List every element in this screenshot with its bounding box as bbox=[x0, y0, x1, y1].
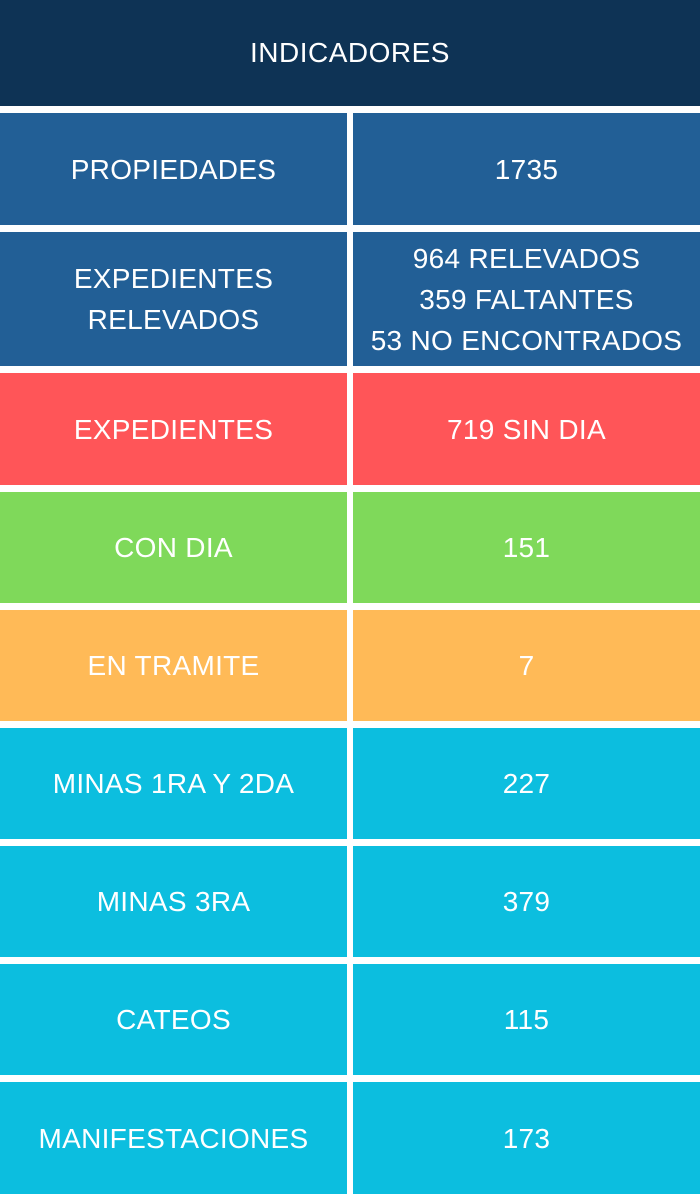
row-label-minas-1ra-2da: MINAS 1RA Y 2DA bbox=[0, 728, 347, 839]
table-header: INDICADORES bbox=[0, 0, 700, 106]
value-text: 379 bbox=[502, 886, 551, 917]
value-text: 227 bbox=[502, 768, 551, 799]
value-line: 359 FALTANTES bbox=[419, 283, 634, 315]
page-title: INDICADORES bbox=[250, 37, 450, 68]
label-text: CON DIA bbox=[114, 532, 233, 563]
label-text: MANIFESTACIONES bbox=[38, 1122, 309, 1154]
row-label-propiedades: PROPIEDADES bbox=[0, 113, 347, 225]
value-text: 115 bbox=[503, 1004, 550, 1035]
value-line: 53 NO ENCONTRADOS bbox=[370, 324, 683, 356]
value-text: 1735 bbox=[494, 153, 559, 185]
label-line: EXPEDIENTES bbox=[73, 263, 274, 294]
label-line: RELEVADOS bbox=[87, 304, 260, 335]
row-value-minas-1ra-2da: 227 bbox=[353, 728, 700, 839]
row-value-manifestaciones: 173 bbox=[353, 1082, 700, 1194]
row-label-cateos: CATEOS bbox=[0, 964, 347, 1075]
row-label-en-tramite: EN TRAMITE bbox=[0, 610, 347, 721]
value-line: 964 RELEVADOS bbox=[412, 242, 641, 274]
row-value-expedientes-relevados: 964 RELEVADOS 359 FALTANTES 53 NO ENCONT… bbox=[353, 232, 700, 366]
row-label-expedientes-relevados: EXPEDIENTES RELEVADOS bbox=[0, 232, 347, 366]
value-text: 151 bbox=[502, 532, 551, 563]
row-value-expedientes: 719 SIN DIA bbox=[353, 373, 700, 485]
row-label-con-dia: CON DIA bbox=[0, 492, 347, 603]
row-value-propiedades: 1735 bbox=[353, 113, 700, 225]
row-label-manifestaciones: MANIFESTACIONES bbox=[0, 1082, 347, 1194]
label-text: MINAS 1RA Y 2DA bbox=[52, 768, 295, 799]
label-text: CATEOS bbox=[116, 1004, 231, 1035]
label-text: EN TRAMITE bbox=[87, 650, 260, 681]
value-text: 719 SIN DIA bbox=[447, 413, 606, 445]
label-text: MINAS 3RA bbox=[96, 886, 251, 917]
value-text: 7 bbox=[518, 650, 535, 681]
value-text: 173 bbox=[502, 1122, 551, 1154]
row-value-minas-3ra: 379 bbox=[353, 846, 700, 957]
label-text: EXPEDIENTES bbox=[73, 413, 274, 445]
row-label-minas-3ra: MINAS 3RA bbox=[0, 846, 347, 957]
row-value-con-dia: 151 bbox=[353, 492, 700, 603]
row-value-cateos: 115 bbox=[353, 964, 700, 1075]
label-text: PROPIEDADES bbox=[70, 153, 277, 185]
row-value-en-tramite: 7 bbox=[353, 610, 700, 721]
row-label-expedientes: EXPEDIENTES bbox=[0, 373, 347, 485]
